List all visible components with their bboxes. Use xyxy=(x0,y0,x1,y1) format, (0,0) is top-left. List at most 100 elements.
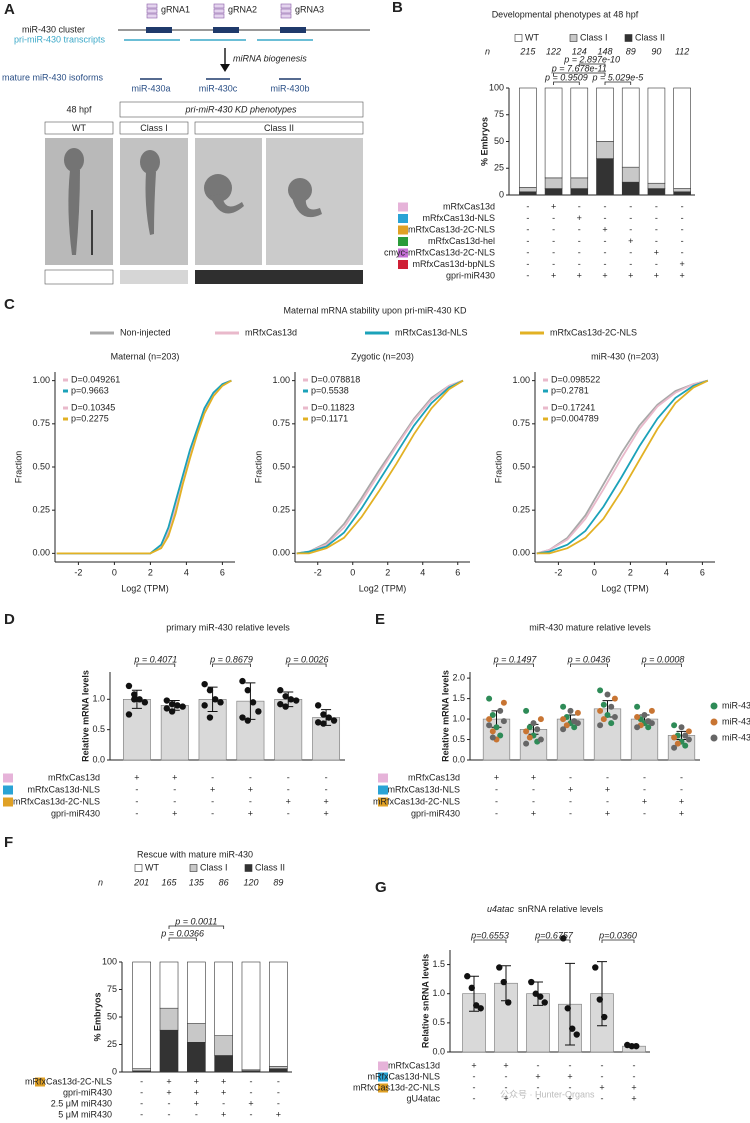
n-value: 165 xyxy=(161,877,177,887)
y-tick-label: 2.0 xyxy=(452,673,465,683)
panel-letter: B xyxy=(392,0,403,16)
row-mark: + xyxy=(276,1109,281,1119)
row-mark: - xyxy=(325,784,328,794)
row-mark: + xyxy=(535,1071,540,1081)
row-label: 2.5 μM miR430 xyxy=(51,1098,112,1108)
point xyxy=(608,720,615,727)
p-value: p = 0.8679 xyxy=(209,654,253,664)
row-mark: - xyxy=(606,796,609,806)
point xyxy=(239,677,246,685)
point xyxy=(500,699,507,706)
isoform-label: miR-430a xyxy=(131,83,170,93)
bar-segment xyxy=(241,961,261,1071)
row-mark: + xyxy=(471,1060,476,1070)
legend-label: Non-injected xyxy=(120,327,171,337)
photos xyxy=(45,138,363,265)
point xyxy=(528,978,535,986)
x-axis-label: Log2 (TPM) xyxy=(359,583,407,593)
p-value: p=0.6553 xyxy=(470,930,509,940)
point xyxy=(500,718,507,725)
row-mark: + xyxy=(503,1093,508,1103)
point xyxy=(320,720,327,727)
row-mark: - xyxy=(505,1082,508,1092)
bar-segment xyxy=(187,1023,206,1043)
row-color xyxy=(398,237,408,246)
row-mark: - xyxy=(526,201,529,211)
legend-label: WT xyxy=(145,862,159,872)
row-mark: - xyxy=(277,1076,280,1086)
annotation: p=0.9663 xyxy=(71,385,109,395)
row-mark: - xyxy=(250,1076,253,1086)
ecdf-line xyxy=(536,379,709,555)
y-tick-label: 0.5 xyxy=(92,724,105,734)
error-bar xyxy=(565,962,575,1046)
n-label: n xyxy=(485,46,490,56)
row-mark: + xyxy=(679,796,684,806)
bar-segment xyxy=(621,87,640,168)
row-mark: - xyxy=(552,247,555,257)
annotation: D=0.17241 xyxy=(551,402,595,412)
row-mark: - xyxy=(168,1109,171,1119)
x-axis-label: Log2 (TPM) xyxy=(601,583,649,593)
point xyxy=(648,720,655,727)
bar-segment xyxy=(673,188,691,193)
panel-letter: E xyxy=(375,611,385,628)
legend-swatch xyxy=(569,34,578,42)
panel-letter: G xyxy=(375,879,387,896)
n-value: 135 xyxy=(189,877,205,887)
bracket xyxy=(287,663,327,667)
bracket xyxy=(644,663,682,667)
bracket xyxy=(570,663,608,667)
ecdf-line xyxy=(56,379,232,555)
row-mark: - xyxy=(569,772,572,782)
row-mark: - xyxy=(578,247,581,257)
point xyxy=(497,732,504,739)
p-value: p = 5.029e-5 xyxy=(591,72,644,82)
row-mark: - xyxy=(211,796,214,806)
title-text: snRNA relative levels xyxy=(518,904,604,914)
point xyxy=(537,993,544,1000)
point xyxy=(604,711,611,718)
row-mark: - xyxy=(604,201,607,211)
row-mark: + xyxy=(631,1093,636,1103)
x-tick-label: 6 xyxy=(220,567,225,577)
row-color xyxy=(398,260,408,269)
row-color xyxy=(398,225,408,235)
bracket xyxy=(212,663,251,667)
row-mark: - xyxy=(211,772,214,782)
bar-segment xyxy=(647,87,666,184)
row-mark: - xyxy=(552,259,555,269)
row-label: mRfxCas13d xyxy=(48,772,100,782)
row-mark: - xyxy=(643,784,646,794)
point xyxy=(685,728,692,735)
point xyxy=(634,714,641,721)
bar-segment xyxy=(519,87,537,188)
point xyxy=(682,742,689,749)
p-value: p = 2.897e-10 xyxy=(563,54,620,64)
row-mark: + xyxy=(134,772,139,782)
point xyxy=(523,707,530,714)
row-mark: + xyxy=(577,213,582,223)
n-value: 148 xyxy=(597,46,612,56)
row-mark: - xyxy=(680,772,683,782)
annotation: D=0.078818 xyxy=(311,374,360,384)
point xyxy=(206,714,214,721)
row-mark: - xyxy=(680,784,683,794)
row-mark: - xyxy=(655,259,658,269)
row-mark: + xyxy=(166,1087,171,1097)
legend-label: Class II xyxy=(255,862,285,872)
legend-label: mRfxCas13d-2C-NLS xyxy=(550,327,637,337)
point xyxy=(526,734,533,741)
panel-letter: A xyxy=(4,1,15,18)
row-mark: + xyxy=(628,236,633,246)
bracket xyxy=(136,663,176,667)
p-value: p = 0.0366 xyxy=(160,928,204,938)
row-mark: - xyxy=(601,1071,604,1081)
cluster-label: miR-430 cluster xyxy=(22,24,85,34)
locus xyxy=(146,27,172,33)
y-tick-label: 1.00 xyxy=(512,375,530,385)
point xyxy=(574,709,581,716)
kd-title: pri-miR-430 KD phenotypes xyxy=(184,104,297,114)
row-mark: - xyxy=(140,1109,143,1119)
x-axis-label: Log2 (TPM) xyxy=(121,583,169,593)
